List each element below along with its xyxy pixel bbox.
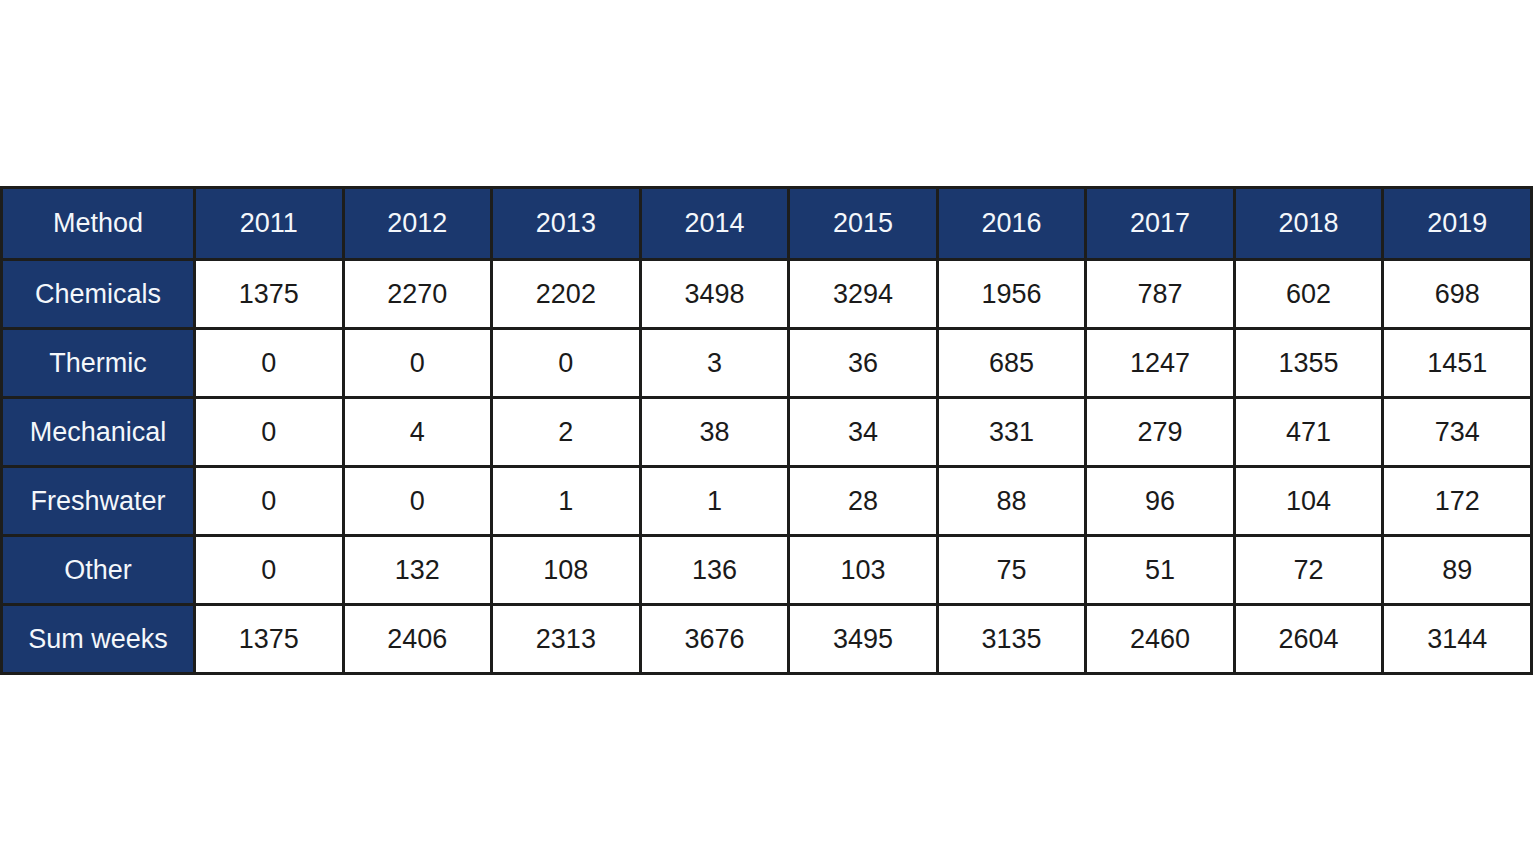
table-cell: 3498: [640, 260, 789, 329]
header-row: Method2011201220132014201520162017201820…: [2, 188, 1532, 260]
table-cell: 2604: [1234, 605, 1383, 674]
table-row: Freshwater0011288896104172: [2, 467, 1532, 536]
table-cell: 104: [1234, 467, 1383, 536]
table-row: Sum weeks1375240623133676349531352460260…: [2, 605, 1532, 674]
table-cell: 108: [492, 536, 641, 605]
table-cell: 685: [937, 329, 1086, 398]
table-cell: 0: [195, 398, 344, 467]
method-year-table: Method2011201220132014201520162017201820…: [0, 186, 1533, 675]
table-cell: 471: [1234, 398, 1383, 467]
table-cell: 4: [343, 398, 492, 467]
year-column-header: 2018: [1234, 188, 1383, 260]
table-cell: 2313: [492, 605, 641, 674]
table-cell: 787: [1086, 260, 1235, 329]
row-label: Mechanical: [2, 398, 195, 467]
table-row: Thermic000336685124713551451: [2, 329, 1532, 398]
table-cell: 331: [937, 398, 1086, 467]
table-cell: 28: [789, 467, 938, 536]
table-cell: 3676: [640, 605, 789, 674]
year-column-header: 2014: [640, 188, 789, 260]
table-row: Mechanical0423834331279471734: [2, 398, 1532, 467]
table-cell: 3: [640, 329, 789, 398]
table-cell: 698: [1383, 260, 1532, 329]
year-column-header: 2013: [492, 188, 641, 260]
table-cell: 96: [1086, 467, 1235, 536]
table-cell: 0: [195, 467, 344, 536]
year-column-header: 2016: [937, 188, 1086, 260]
year-column-header: 2019: [1383, 188, 1532, 260]
table-cell: 2460: [1086, 605, 1235, 674]
table-cell: 75: [937, 536, 1086, 605]
table-cell: 1: [640, 467, 789, 536]
row-label: Chemicals: [2, 260, 195, 329]
table-row: Other013210813610375517289: [2, 536, 1532, 605]
row-label: Other: [2, 536, 195, 605]
table-row: Chemicals1375227022023498329419567876026…: [2, 260, 1532, 329]
table-cell: 0: [195, 536, 344, 605]
table-cell: 3294: [789, 260, 938, 329]
row-label: Thermic: [2, 329, 195, 398]
table-cell: 1375: [195, 260, 344, 329]
table-cell: 2270: [343, 260, 492, 329]
table-cell: 36: [789, 329, 938, 398]
table-cell: 0: [195, 329, 344, 398]
table-cell: 103: [789, 536, 938, 605]
table-cell: 0: [343, 329, 492, 398]
method-column-header: Method: [2, 188, 195, 260]
table-cell: 2202: [492, 260, 641, 329]
table-cell: 3135: [937, 605, 1086, 674]
method-year-table-container: Method2011201220132014201520162017201820…: [0, 186, 1533, 675]
table-cell: 1451: [1383, 329, 1532, 398]
table-cell: 3144: [1383, 605, 1532, 674]
table-body: Chemicals1375227022023498329419567876026…: [2, 260, 1532, 674]
year-column-header: 2017: [1086, 188, 1235, 260]
table-cell: 72: [1234, 536, 1383, 605]
table-cell: 88: [937, 467, 1086, 536]
table-cell: 1956: [937, 260, 1086, 329]
table-cell: 51: [1086, 536, 1235, 605]
table-cell: 0: [492, 329, 641, 398]
table-cell: 132: [343, 536, 492, 605]
table-cell: 1247: [1086, 329, 1235, 398]
table-cell: 38: [640, 398, 789, 467]
table-cell: 136: [640, 536, 789, 605]
table-cell: 3495: [789, 605, 938, 674]
table-cell: 0: [343, 467, 492, 536]
table-cell: 734: [1383, 398, 1532, 467]
year-column-header: 2012: [343, 188, 492, 260]
table-cell: 1: [492, 467, 641, 536]
table-cell: 2406: [343, 605, 492, 674]
table-cell: 1375: [195, 605, 344, 674]
row-label: Sum weeks: [2, 605, 195, 674]
table-cell: 172: [1383, 467, 1532, 536]
table-cell: 1355: [1234, 329, 1383, 398]
row-label: Freshwater: [2, 467, 195, 536]
table-cell: 89: [1383, 536, 1532, 605]
year-column-header: 2011: [195, 188, 344, 260]
table-cell: 279: [1086, 398, 1235, 467]
table-cell: 34: [789, 398, 938, 467]
table-cell: 602: [1234, 260, 1383, 329]
table-cell: 2: [492, 398, 641, 467]
year-column-header: 2015: [789, 188, 938, 260]
